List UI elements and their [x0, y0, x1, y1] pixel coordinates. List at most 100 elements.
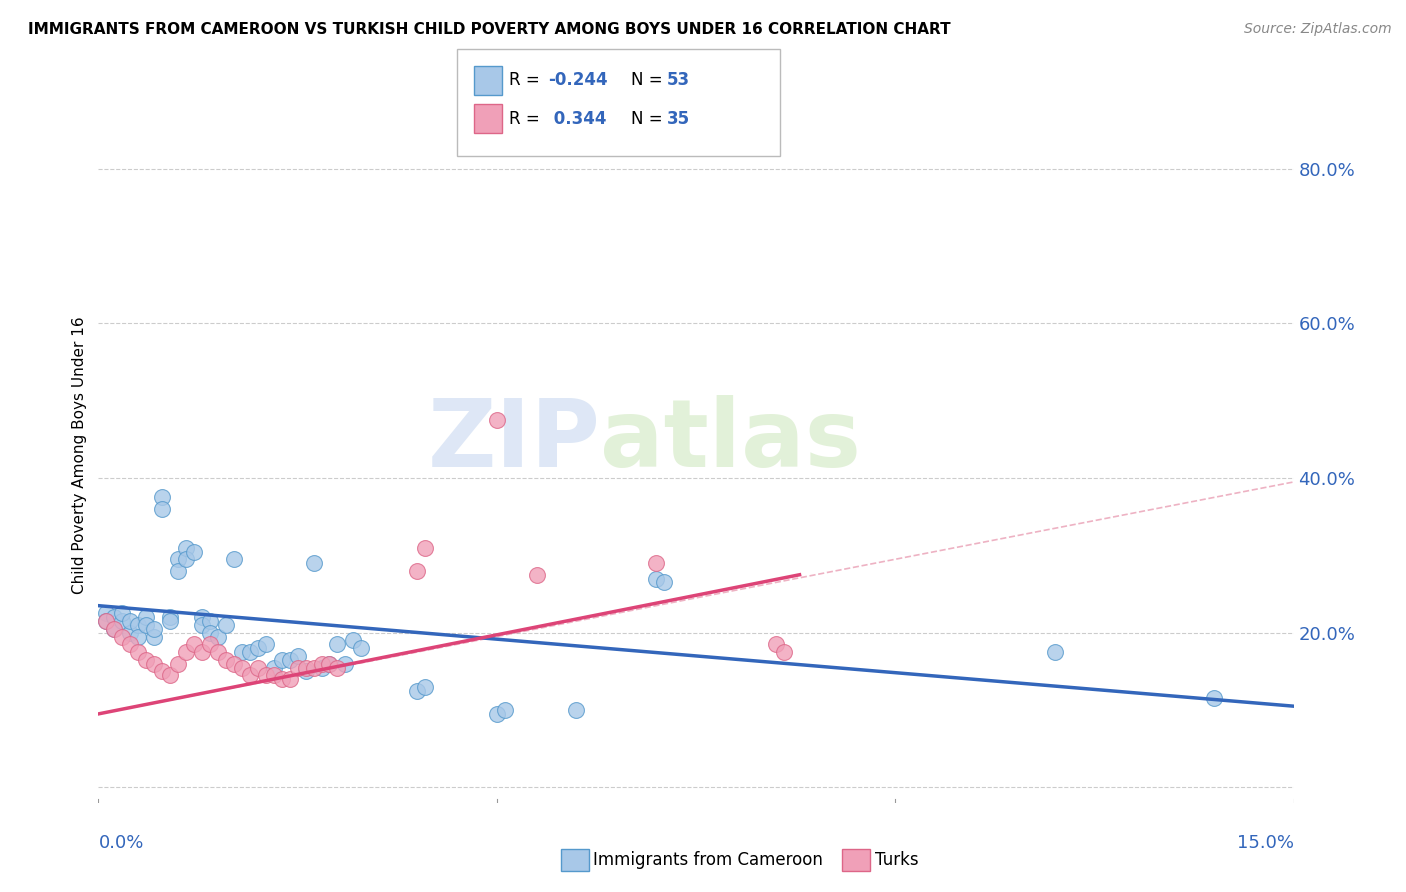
Text: Source: ZipAtlas.com: Source: ZipAtlas.com: [1244, 22, 1392, 37]
Point: [96, 614, 118, 628]
Point: [287, 648, 309, 663]
Point: [335, 657, 357, 671]
Point: [270, 672, 292, 686]
Point: [326, 660, 349, 674]
Point: [120, 637, 142, 651]
Text: 15.0%: 15.0%: [1236, 834, 1294, 852]
Point: [127, 630, 149, 644]
Point: [111, 614, 134, 628]
Point: [645, 572, 668, 586]
Point: [772, 645, 794, 659]
Point: [159, 614, 181, 628]
Point: [135, 653, 157, 667]
Point: [150, 665, 173, 679]
Point: [215, 653, 238, 667]
Point: [350, 641, 373, 656]
Point: [231, 645, 253, 659]
Point: [183, 544, 205, 558]
Point: [143, 657, 166, 671]
Point: [167, 657, 190, 671]
Point: [278, 672, 301, 686]
Point: [246, 641, 269, 656]
Point: [485, 706, 508, 721]
Text: atlas: atlas: [600, 395, 862, 487]
Point: [167, 552, 190, 566]
Point: [526, 567, 548, 582]
Point: [167, 564, 190, 578]
Text: 53: 53: [666, 71, 689, 89]
Point: [96, 614, 118, 628]
Point: [127, 645, 149, 659]
Text: IMMIGRANTS FROM CAMEROON VS TURKISH CHILD POVERTY AMONG BOYS UNDER 16 CORRELATIO: IMMIGRANTS FROM CAMEROON VS TURKISH CHIL…: [28, 22, 950, 37]
Point: [159, 610, 181, 624]
Point: [191, 645, 214, 659]
Point: [111, 607, 134, 621]
Point: [198, 637, 221, 651]
Point: [494, 703, 516, 717]
Point: [413, 541, 436, 555]
Point: [263, 660, 285, 674]
Point: [270, 653, 292, 667]
Point: [239, 645, 262, 659]
Point: [191, 610, 214, 624]
Point: [302, 660, 325, 674]
Point: [254, 637, 277, 651]
Point: [198, 625, 221, 640]
Point: [318, 657, 340, 671]
Point: [406, 564, 429, 578]
Text: -0.244: -0.244: [548, 71, 607, 89]
Point: [96, 607, 118, 621]
Point: [318, 657, 340, 671]
Point: [1202, 691, 1225, 706]
Point: [215, 618, 238, 632]
Point: [198, 614, 221, 628]
Point: [311, 657, 333, 671]
Point: [103, 622, 125, 636]
Point: [111, 630, 134, 644]
Point: [143, 622, 166, 636]
Point: [231, 660, 253, 674]
Point: [302, 556, 325, 570]
Point: [207, 630, 229, 644]
Point: [207, 645, 229, 659]
Point: [765, 637, 787, 651]
Point: [406, 683, 429, 698]
Point: [565, 703, 588, 717]
Point: [135, 618, 157, 632]
Point: [174, 552, 197, 566]
Point: [652, 575, 675, 590]
Point: [342, 633, 364, 648]
Point: [278, 653, 301, 667]
Point: [150, 502, 173, 516]
Point: [246, 660, 269, 674]
Text: R =: R =: [509, 110, 546, 128]
Point: [103, 622, 125, 636]
Point: [143, 630, 166, 644]
Point: [103, 610, 125, 624]
Y-axis label: Child Poverty Among Boys Under 16: Child Poverty Among Boys Under 16: [72, 316, 87, 594]
Point: [120, 625, 142, 640]
Text: 0.0%: 0.0%: [98, 834, 143, 852]
Text: R =: R =: [509, 71, 546, 89]
Point: [174, 645, 197, 659]
Text: 0.344: 0.344: [548, 110, 607, 128]
Point: [1043, 645, 1066, 659]
Text: N =: N =: [631, 110, 668, 128]
Point: [413, 680, 436, 694]
Point: [120, 614, 142, 628]
Point: [183, 637, 205, 651]
Point: [222, 657, 245, 671]
Text: N =: N =: [631, 71, 668, 89]
Point: [222, 552, 245, 566]
Point: [127, 618, 149, 632]
Point: [294, 665, 316, 679]
Point: [263, 668, 285, 682]
Text: ZIP: ZIP: [427, 395, 600, 487]
Point: [485, 413, 508, 427]
Point: [135, 610, 157, 624]
Point: [254, 668, 277, 682]
Text: Turks: Turks: [875, 851, 918, 869]
Point: [191, 618, 214, 632]
Point: [287, 660, 309, 674]
Point: [150, 491, 173, 505]
